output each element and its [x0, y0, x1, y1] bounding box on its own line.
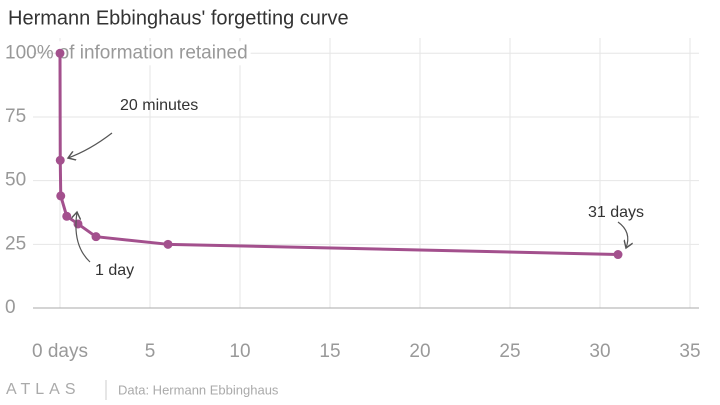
- x-tick-label: 5: [145, 341, 156, 362]
- point: [56, 191, 66, 201]
- point: [62, 211, 72, 221]
- source: Data: Hermann Ebbinghaus: [118, 382, 279, 397]
- x-tick-label: 20: [409, 341, 430, 362]
- x-tick-label: 10: [229, 341, 250, 362]
- brand: ATLAS: [6, 381, 81, 398]
- line: [58, 53, 619, 257]
- x-tick-label: 15: [319, 341, 340, 362]
- y-axis-label: of information retained: [59, 42, 248, 63]
- chart-title: Hermann Ebbinghaus' forgetting curve: [8, 7, 349, 29]
- point: [73, 219, 83, 229]
- x-tick-label: 30: [589, 341, 610, 362]
- point: [91, 232, 101, 242]
- x-tick-label: 25: [499, 341, 520, 362]
- point: [163, 239, 173, 249]
- annotation-arrow: [68, 132, 113, 158]
- y-tick-label: 50: [5, 170, 26, 191]
- y-tick-label: 0: [5, 297, 16, 318]
- annotation: 1 day: [95, 262, 134, 279]
- label-bg: [55, 41, 251, 66]
- y-tick-label: 25: [5, 233, 26, 254]
- point: [613, 250, 623, 260]
- annotation: 31 days: [588, 204, 644, 221]
- annotation-arrow: [76, 212, 91, 263]
- annotation: 20 minutes: [120, 97, 198, 114]
- x-tick-label: 35: [679, 341, 700, 362]
- y-tick-label: 75: [5, 106, 26, 127]
- annotation-arrow: [617, 221, 628, 248]
- point: [55, 48, 65, 58]
- point: [55, 155, 65, 165]
- y-tick-label: 100%: [5, 42, 54, 63]
- x-tick-label: 0 days: [32, 341, 88, 362]
